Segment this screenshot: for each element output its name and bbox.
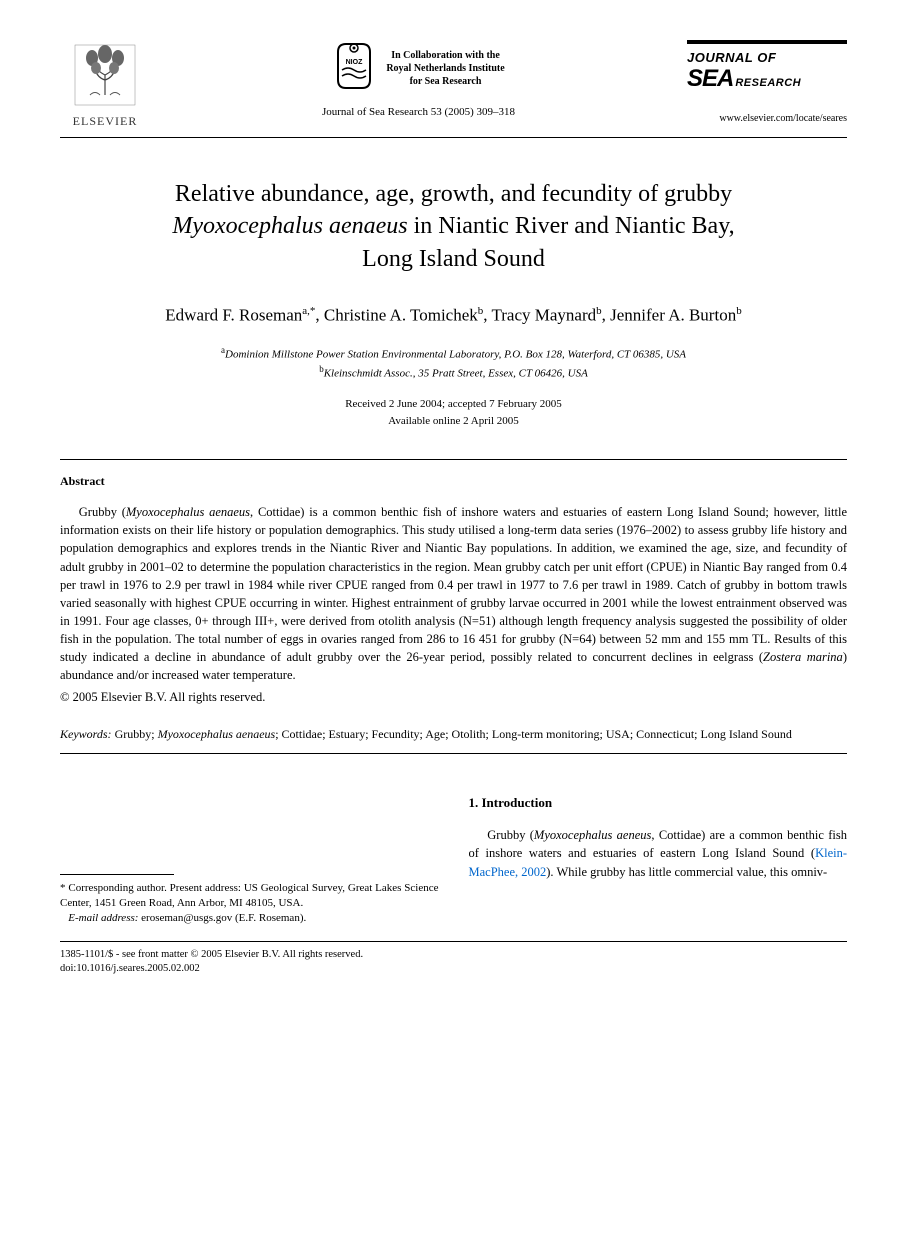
intro-paragraph: Grubby (Myoxocephalus aeneus, Cottidae) … — [469, 826, 848, 880]
intro-species: Myoxocephalus aeneus — [534, 828, 651, 842]
journal-logo-research: RESEARCH — [735, 77, 801, 89]
left-column: * Corresponding author. Present address:… — [60, 794, 439, 927]
intro-post: ). While grubby has little commercial va… — [546, 865, 827, 879]
abstract-heading: Abstract — [60, 474, 847, 489]
email-label: E-mail address: — [68, 912, 138, 924]
page-header: ELSEVIER NIOZ In Collaboration with the … — [60, 40, 847, 129]
author-1-sup: a,* — [302, 305, 315, 317]
footer-rule — [60, 941, 847, 942]
footnote-rule — [60, 874, 174, 875]
keywords-label: Keywords: — [60, 727, 112, 741]
footer-line1: 1385-1101/$ - see front matter © 2005 El… — [60, 948, 847, 963]
author-list: Edward F. Rosemana,*, Christine A. Tomic… — [60, 305, 847, 326]
author-4: Jennifer A. Burton — [610, 306, 736, 325]
abstract-species: Myoxocephalus aenaeus — [126, 505, 250, 519]
collab-line-1: In Collaboration with the — [386, 49, 504, 62]
abstract-pre: Grubby ( — [79, 505, 126, 519]
abstract-top-rule — [60, 459, 847, 460]
collab-line-3: for Sea Research — [386, 75, 504, 88]
right-column: 1. Introduction Grubby (Myoxocephalus ae… — [469, 794, 848, 927]
keyword-2: Myoxocephalus aenaeus — [158, 727, 276, 741]
intro-heading: 1. Introduction — [469, 794, 848, 813]
email-value: eroseman@usgs.gov (E.F. Roseman). — [138, 912, 306, 924]
collaboration-block: NIOZ In Collaboration with the Royal Net… — [332, 40, 504, 96]
elsevier-label: ELSEVIER — [73, 114, 138, 129]
title-species: Myoxocephalus aenaeus — [172, 213, 407, 239]
journal-reference: Journal of Sea Research 53 (2005) 309–31… — [322, 106, 515, 118]
svg-text:NIOZ: NIOZ — [346, 59, 363, 66]
keywords: Keywords: Grubby; Myoxocephalus aenaeus;… — [60, 725, 847, 743]
keyword-1: Grubby — [115, 727, 152, 741]
affil-a: Dominion Millstone Power Station Environ… — [225, 348, 686, 360]
center-header: NIOZ In Collaboration with the Royal Net… — [150, 40, 687, 118]
author-4-sup: b — [736, 305, 742, 317]
affil-b: Kleinschmidt Assoc., 35 Pratt Street, Es… — [324, 368, 588, 380]
journal-logo-block: JOURNAL OF SEA RESEARCH www.elsevier.com… — [687, 40, 847, 124]
abstract-mid: , Cottidae) is a common benthic fish of … — [60, 505, 847, 664]
abstract-copyright: © 2005 Elsevier B.V. All rights reserved… — [60, 688, 847, 706]
author-2: Christine A. Tomichek — [324, 306, 478, 325]
keywords-bottom-rule — [60, 753, 847, 754]
nioz-logo-icon: NIOZ — [332, 40, 376, 96]
header-rule — [60, 137, 847, 138]
article-dates: Received 2 June 2004; accepted 7 Februar… — [60, 396, 847, 429]
author-3-sup: b — [596, 305, 602, 317]
keywords-rest: ; Cottidae; Estuary; Fecundity; Age; Oto… — [275, 727, 792, 741]
footer-line2: doi:10.1016/j.seares.2005.02.002 — [60, 962, 847, 977]
dates-line1: Received 2 June 2004; accepted 7 Februar… — [60, 396, 847, 413]
lower-columns: * Corresponding author. Present address:… — [60, 794, 847, 927]
collaboration-text: In Collaboration with the Royal Netherla… — [386, 49, 504, 88]
author-1: Edward F. Roseman — [165, 306, 302, 325]
elsevier-logo: ELSEVIER — [60, 40, 150, 129]
corr-text: Corresponding author. Present address: U… — [60, 882, 439, 909]
abstract-eelgrass: Zostera marina — [763, 650, 843, 664]
journal-logo-line2: SEA RESEARCH — [687, 65, 847, 93]
title-line2-rest: in Niantic River and Niantic Bay, — [408, 213, 735, 239]
title-line1: Relative abundance, age, growth, and fec… — [175, 181, 732, 207]
dates-line2: Available online 2 April 2005 — [60, 413, 847, 430]
article-title: Relative abundance, age, growth, and fec… — [80, 178, 827, 275]
journal-logo-sea: SEA — [687, 65, 733, 93]
collab-line-2: Royal Netherlands Institute — [386, 62, 504, 75]
title-line3: Long Island Sound — [362, 246, 545, 272]
corresponding-footnote: * Corresponding author. Present address:… — [60, 881, 439, 912]
affiliations: aDominion Millstone Power Station Enviro… — [60, 344, 847, 382]
intro-pre: Grubby ( — [487, 828, 534, 842]
author-2-sup: b — [478, 305, 484, 317]
author-3: Tracy Maynard — [491, 306, 596, 325]
journal-logo: JOURNAL OF SEA RESEARCH — [687, 40, 847, 93]
email-footnote: E-mail address: eroseman@usgs.gov (E.F. … — [60, 911, 439, 926]
footer: 1385-1101/$ - see front matter © 2005 El… — [60, 948, 847, 977]
elsevier-tree-icon — [70, 40, 140, 110]
journal-url: www.elsevier.com/locate/seares — [687, 113, 847, 124]
abstract-body: Grubby (Myoxocephalus aenaeus, Cottidae)… — [60, 503, 847, 684]
journal-logo-line1: JOURNAL OF — [687, 50, 847, 65]
